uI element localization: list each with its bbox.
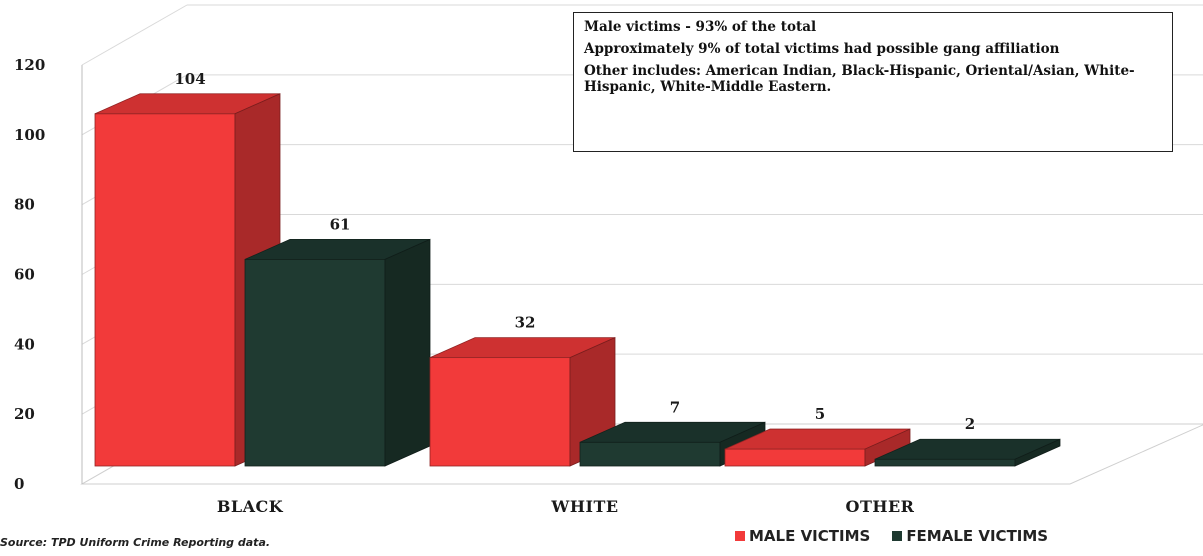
annotation-line-1: Male victims - 93% of the total xyxy=(584,19,817,35)
data-label: 32 xyxy=(515,314,536,332)
annotation-line-3: Other includes: American Indian, Black-H… xyxy=(584,63,1135,95)
data-label: 5 xyxy=(815,405,825,423)
source-note: Source: TPD Uniform Crime Reporting data… xyxy=(0,536,271,549)
legend-item-male: MALE VICTIMS xyxy=(735,527,870,545)
bar-male-other xyxy=(724,448,866,467)
data-label: 7 xyxy=(670,398,680,416)
y-tick-label: 120 xyxy=(14,56,45,74)
bar-male-black xyxy=(94,113,236,467)
x-category-label: WHITE xyxy=(550,497,618,516)
data-label: 61 xyxy=(330,215,351,233)
y-tick-label: 80 xyxy=(14,196,35,214)
y-tick-label: 0 xyxy=(14,475,24,493)
annotation-line-2: Approximately 9% of total victims had po… xyxy=(584,41,1060,57)
bar-female-other xyxy=(874,458,1016,467)
legend-item-female: FEMALE VICTIMS xyxy=(892,527,1048,545)
legend-swatch-female xyxy=(892,531,903,541)
legend-label-male: MALE VICTIMS xyxy=(749,527,871,545)
legend: MALE VICTIMS FEMALE VICTIMS xyxy=(735,527,1048,545)
y-tick-label: 60 xyxy=(14,266,35,284)
gridline-side xyxy=(81,4,188,66)
y-tick-label: 100 xyxy=(14,126,45,144)
legend-label-female: FEMALE VICTIMS xyxy=(906,527,1049,545)
bar-female-black xyxy=(244,258,386,467)
bar-side xyxy=(384,238,431,467)
data-label: 2 xyxy=(965,415,975,433)
data-label: 104 xyxy=(174,70,205,88)
x-category-label: BLACK xyxy=(217,497,284,516)
annotation-box: Male victims - 93% of the total Approxim… xyxy=(573,12,1173,152)
y-tick-label: 40 xyxy=(14,335,35,353)
bar-male-white xyxy=(429,357,571,467)
y-tick-label: 20 xyxy=(14,405,35,423)
legend-swatch-male xyxy=(735,531,745,541)
x-category-label: OTHER xyxy=(846,497,915,516)
bar-side xyxy=(1014,438,1061,467)
bar-female-white xyxy=(579,441,721,467)
